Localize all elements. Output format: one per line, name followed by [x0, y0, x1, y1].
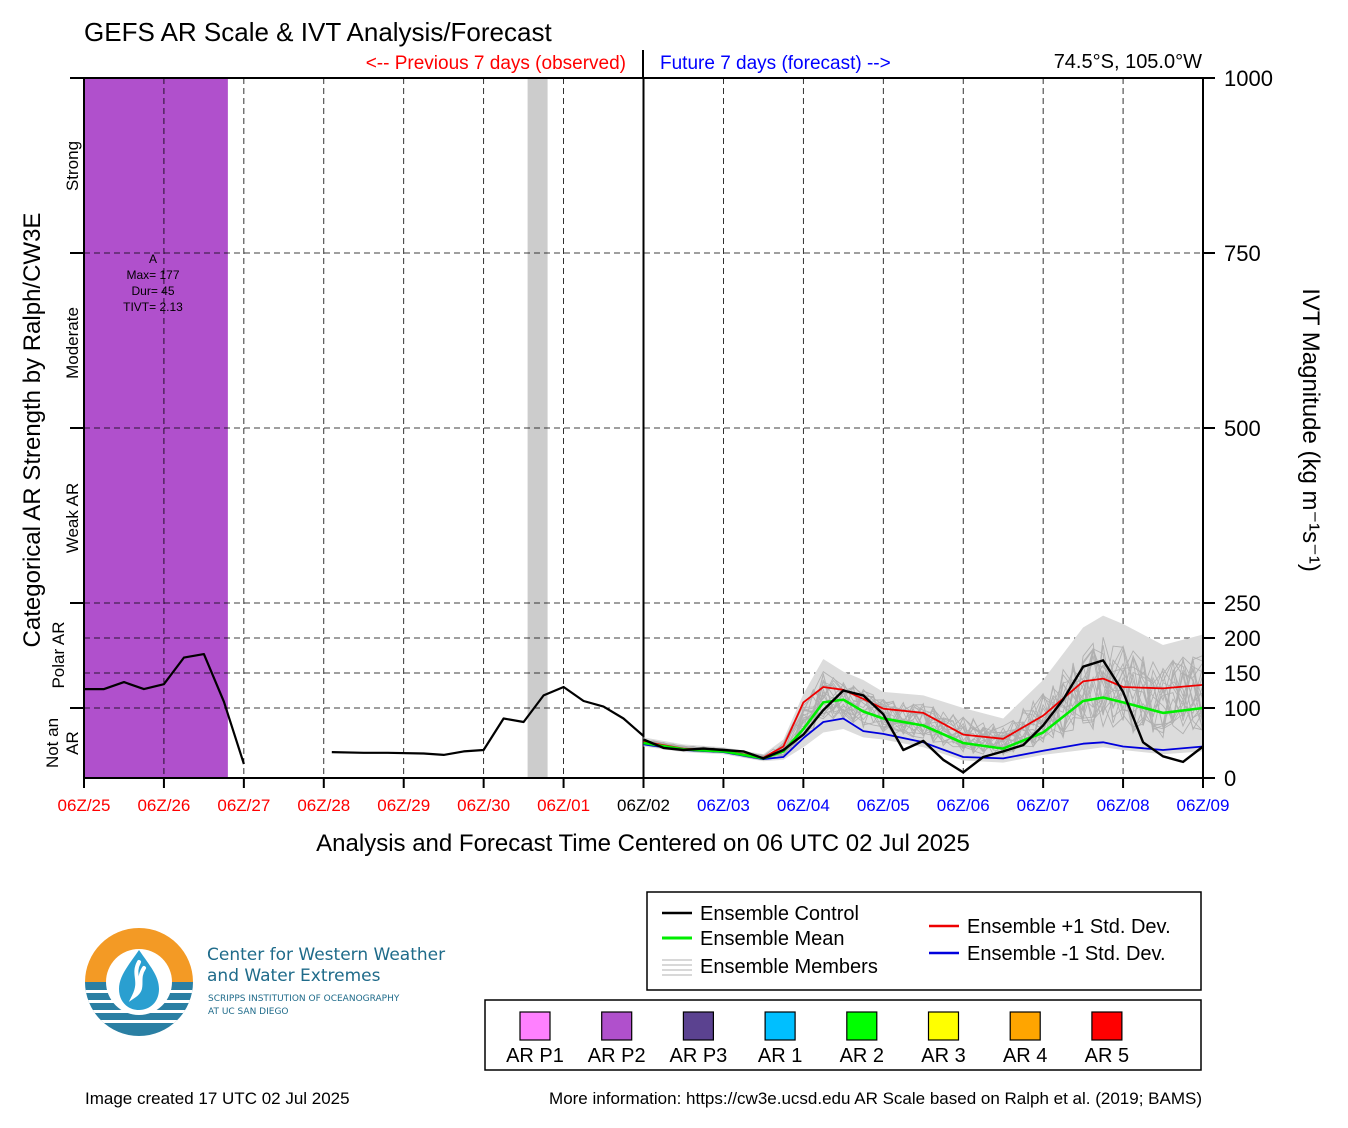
legend-minus-std-label: Ensemble -1 Std. Dev.: [967, 943, 1166, 965]
x-tick-label: 06Z/06: [937, 796, 990, 815]
logo-line-1: Center for Western Weather: [207, 945, 445, 965]
ar-scale-label: AR 5: [1085, 1045, 1129, 1067]
x-tick-label: 06Z/27: [217, 796, 270, 815]
ar-annotation: A Max= 177 Dur= 45 TIVT= 2.13: [123, 252, 183, 314]
future-days-label: Future 7 days (forecast) -->: [660, 53, 891, 74]
y-tick-label: 500: [1224, 416, 1261, 441]
logo-line-3: SCRIPPS INSTITUTION OF OCEANOGRAPHY: [208, 994, 400, 1004]
legend-plus-std-label: Ensemble +1 Std. Dev.: [967, 916, 1171, 938]
members-envelope: [643, 615, 1203, 763]
category-strong: Strong: [63, 141, 82, 191]
x-tick-label: 06Z/26: [137, 796, 190, 815]
ar-scale-label: AR 1: [758, 1045, 802, 1067]
chart-title: GEFS AR Scale & IVT Analysis/Forecast: [84, 17, 552, 47]
ar-scale-swatch: [519, 1011, 551, 1041]
ar-scale-swatch: [846, 1011, 878, 1041]
x-tick-label: 06Z/09: [1177, 796, 1230, 815]
left-axis-label: Categorical AR Strength by Ralph/CW3E: [19, 213, 46, 648]
location-label: 74.5°S, 105.0°W: [1054, 51, 1202, 73]
x-tick-label: 06Z/04: [777, 796, 830, 815]
ar-annotation-line: Max= 177: [126, 268, 179, 282]
x-tick-label: 06Z/02: [617, 796, 670, 815]
legend-members-swatch: [662, 959, 692, 976]
legend-members-label: Ensemble Members: [700, 956, 878, 978]
y-tick-label: 0: [1224, 766, 1236, 791]
x-axis-label: Analysis and Forecast Time Centered on 0…: [316, 830, 970, 857]
previous-days-label: <-- Previous 7 days (observed): [366, 53, 626, 74]
logo-line-4: AT UC SAN DIEGO: [208, 1007, 289, 1017]
ar-scale-label: AR P1: [506, 1045, 564, 1067]
series-lines: [84, 653, 1204, 774]
ar-annotation-line: Dur= 45: [131, 284, 174, 298]
left-axis-categories: Strong Moderate Weak AR Polar AR Not anA…: [43, 77, 84, 768]
ar-scale-swatch: [682, 1011, 715, 1041]
category-not-an-ar: Not anAR: [43, 718, 82, 768]
y-tick-label: 250: [1224, 591, 1261, 616]
series-legend: Ensemble Control Ensemble Mean Ensemble …: [646, 891, 1202, 991]
observed-line: [84, 653, 245, 765]
x-tick-label: 06Z/30: [457, 796, 510, 815]
x-tick-label: 06Z/07: [1017, 796, 1070, 815]
x-tick-label: 06Z/05: [857, 796, 910, 815]
y-tick-label: 150: [1224, 661, 1261, 686]
ar-scale-label: AR P3: [669, 1045, 727, 1067]
ar-scale-label: AR 2: [840, 1045, 884, 1067]
ar-annotation-line: A: [149, 252, 157, 266]
logo-line-2: and Water Extremes: [207, 966, 381, 986]
y-tick-label: 750: [1224, 241, 1261, 266]
ar-scale-swatch: [927, 1011, 960, 1041]
category-polar-ar: Polar AR: [49, 621, 68, 688]
category-weak-ar: Weak AR: [63, 483, 82, 554]
y-tick-label: 100: [1224, 696, 1261, 721]
x-tick-label: 06Z/03: [697, 796, 750, 815]
ar-scale-swatch: [1009, 1011, 1041, 1041]
y-tick-label: 200: [1224, 626, 1261, 651]
legend-mean-label: Ensemble Mean: [700, 928, 845, 950]
ar-scale-swatch: [601, 1011, 633, 1041]
x-tick-label: 06Z/28: [297, 796, 350, 815]
x-tick-label: 06Z/08: [1097, 796, 1150, 815]
ar-scale-label: AR 3: [921, 1045, 965, 1067]
x-tick-label: 06Z/01: [537, 796, 590, 815]
ar-scale-legend: AR P1 AR P2 AR P3 AR 1 AR 2 AR 3 AR 4 AR 5: [484, 999, 1202, 1071]
footer-more-info: More information: https://cw3e.ucsd.edu …: [549, 1089, 1202, 1108]
ensemble-control-line: [643, 659, 1204, 774]
right-axis-label: IVT Magnitude (kg m⁻¹s⁻¹): [1297, 288, 1324, 572]
grid-lines: [84, 78, 1203, 778]
ar-scale-swatch: [1091, 1011, 1123, 1041]
ar-scale-label: AR 4: [1003, 1045, 1047, 1067]
cw3e-logo: Center for Western Weather and Water Ext…: [85, 928, 445, 1036]
y-ticks: 0 100 150 200 250 500 750 1000: [1203, 66, 1273, 791]
y-tick-label: 1000: [1224, 66, 1273, 91]
x-ticks: 06Z/25 06Z/26 06Z/27 06Z/28 06Z/29 06Z/30 06Z/…: [58, 778, 1230, 815]
x-tick-label: 06Z/25: [58, 796, 111, 815]
category-moderate: Moderate: [63, 307, 82, 379]
legend-control-label: Ensemble Control: [700, 903, 859, 925]
observed-line: [331, 685, 645, 756]
ar-scale-label: AR P2: [588, 1045, 646, 1067]
x-tick-label: 06Z/29: [377, 796, 430, 815]
footer-created: Image created 17 UTC 02 Jul 2025: [85, 1089, 350, 1108]
ar-scale-swatch: [764, 1011, 796, 1041]
ar-annotation-line: TIVT= 2.13: [123, 300, 183, 314]
